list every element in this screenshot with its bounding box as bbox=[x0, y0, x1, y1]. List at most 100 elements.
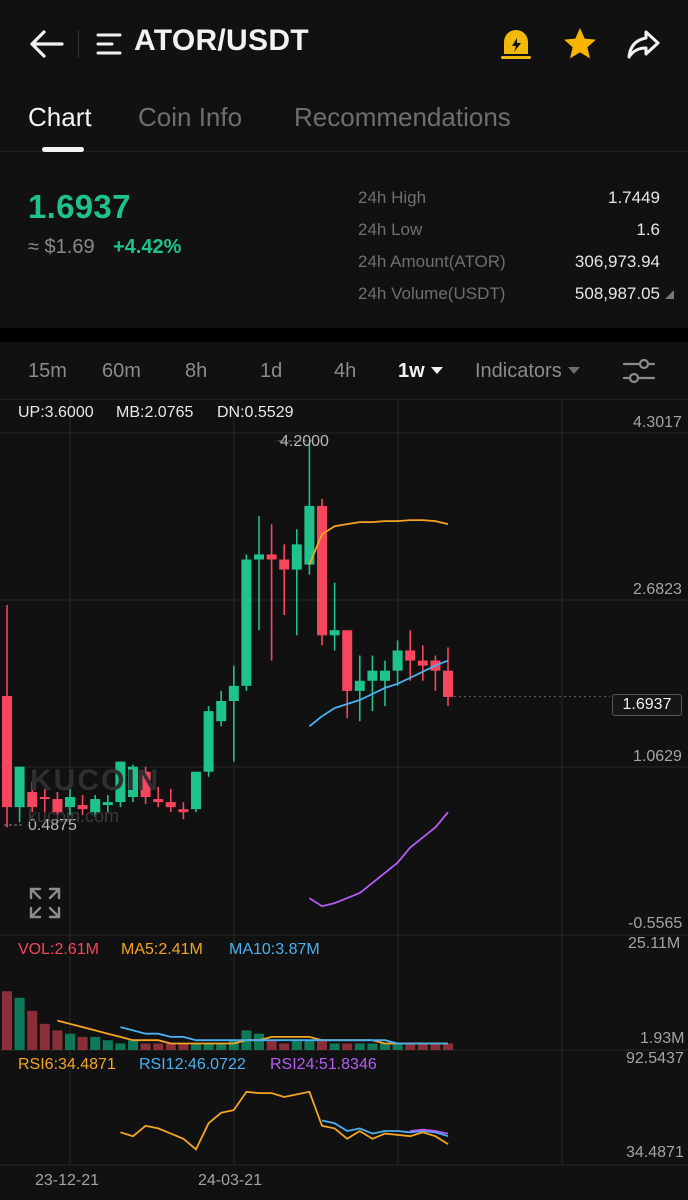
volume-bar bbox=[405, 1043, 416, 1050]
timeframe-8h[interactable]: 8h bbox=[185, 360, 208, 382]
timeframe-1d[interactable]: 1d bbox=[260, 360, 283, 382]
volume-bar bbox=[27, 1010, 38, 1050]
timeframe-60m[interactable]: 60m bbox=[102, 360, 141, 382]
chevron-down-icon bbox=[430, 367, 443, 374]
chevron-down-icon bbox=[567, 367, 580, 374]
indicators-dropdown[interactable]: Indicators bbox=[475, 360, 580, 383]
volume-bar bbox=[77, 1036, 88, 1050]
volume-bar bbox=[115, 1043, 126, 1050]
candle-body bbox=[153, 799, 164, 803]
vol-ma10-legend: MA10:3.87M bbox=[229, 941, 320, 958]
candle-body bbox=[380, 670, 390, 681]
volume-bar bbox=[65, 1033, 75, 1050]
back-arrow-icon[interactable] bbox=[26, 26, 66, 62]
price-change: +4.42% bbox=[113, 236, 182, 258]
rsi12-legend: RSI12:46.0722 bbox=[139, 1056, 246, 1073]
indicators-label: Indicators bbox=[475, 360, 562, 382]
rsi-axis-label: 34.4871 bbox=[626, 1144, 684, 1161]
volume-bar bbox=[2, 991, 12, 1050]
volume-bar bbox=[291, 1040, 302, 1050]
candle-body bbox=[254, 554, 264, 560]
volume-bar bbox=[140, 1043, 151, 1050]
alert-bell-icon[interactable] bbox=[496, 24, 536, 64]
header: ATOR/USDT bbox=[0, 0, 688, 88]
candle-body bbox=[77, 805, 88, 810]
candle-body bbox=[52, 799, 63, 813]
volume-bar bbox=[216, 1043, 227, 1050]
menu-list-icon[interactable] bbox=[96, 30, 124, 58]
vol-axis-label: 1.93M bbox=[640, 1030, 685, 1047]
last-price: 1.6937 bbox=[28, 188, 131, 225]
boll-dn-legend: DN:0.5529 bbox=[217, 404, 294, 421]
candle-body bbox=[27, 791, 38, 808]
candle-body bbox=[241, 559, 252, 686]
boll-upper-line bbox=[308, 519, 449, 565]
candle-body bbox=[39, 797, 50, 800]
volume-bar bbox=[417, 1043, 428, 1050]
volume-bar bbox=[443, 1043, 453, 1050]
candle-body bbox=[443, 670, 453, 697]
volume-bar bbox=[191, 1043, 201, 1050]
boll-mid-line bbox=[308, 659, 449, 728]
time-axis-label: 23-12-21 bbox=[35, 1172, 100, 1189]
candle-body bbox=[291, 544, 302, 570]
candle-body bbox=[140, 771, 151, 798]
volume-bar bbox=[317, 1040, 327, 1050]
stat-24h-low-value: 1.6 bbox=[636, 220, 660, 239]
volume-bar bbox=[367, 1043, 378, 1050]
candle-body bbox=[354, 680, 365, 691]
star-icon[interactable] bbox=[560, 24, 600, 64]
volume-bar bbox=[90, 1036, 101, 1050]
price-axis-label: 4.3017 bbox=[633, 414, 682, 431]
timeframe-bar: 15m 60m 8h 1d 4h 1w Indicators bbox=[0, 342, 688, 400]
tab-chart[interactable]: Chart bbox=[28, 102, 92, 132]
volume-bar bbox=[304, 1040, 315, 1050]
min-price-marker: 0.4875 bbox=[28, 817, 77, 834]
volume-bar bbox=[178, 1043, 189, 1050]
timeframe-15m[interactable]: 15m bbox=[28, 360, 67, 382]
price-axis-label: -0.5565 bbox=[628, 915, 683, 932]
kucoin-watermark-url: kucoin.com bbox=[28, 806, 120, 826]
rsi24-legend: RSI24:51.8346 bbox=[270, 1056, 377, 1073]
candle-body bbox=[178, 809, 189, 813]
boll-mb-legend: MB:2.0765 bbox=[116, 404, 194, 421]
stat-24h-amount-value: 306,973.94 bbox=[574, 252, 660, 271]
candle-body bbox=[14, 766, 25, 808]
tab-recommendations[interactable]: Recommendations bbox=[294, 102, 511, 132]
header-divider bbox=[78, 30, 79, 58]
candle-body bbox=[392, 650, 403, 671]
chart-settings-icon[interactable] bbox=[620, 356, 658, 386]
max-price-marker: 4.2000 bbox=[280, 433, 329, 450]
candle-body bbox=[279, 559, 290, 570]
expand-triangle-icon[interactable] bbox=[665, 290, 674, 299]
volume-bar bbox=[342, 1043, 353, 1050]
candle-body bbox=[115, 761, 126, 803]
fullscreen-expand-icon[interactable] bbox=[28, 886, 62, 920]
timeframe-4h[interactable]: 4h bbox=[334, 360, 357, 382]
tab-coin-info[interactable]: Coin Info bbox=[138, 102, 243, 132]
candlestick-chart[interactable] bbox=[0, 400, 688, 1200]
rsi6-line bbox=[120, 1090, 449, 1151]
candle-body bbox=[342, 630, 353, 691]
stat-24h-amount-label: 24h Amount(ATOR) bbox=[358, 252, 506, 271]
timeframe-1w[interactable]: 1w bbox=[398, 360, 443, 383]
volume-bar bbox=[203, 1043, 214, 1050]
candle-body bbox=[417, 660, 428, 666]
section-divider bbox=[0, 328, 688, 342]
vol-legend: VOL:2.61M bbox=[18, 941, 99, 958]
share-icon[interactable] bbox=[624, 24, 664, 64]
boll-lower-line bbox=[308, 811, 449, 908]
candle-body bbox=[203, 711, 214, 772]
usd-price: ≈ $1.69 bbox=[28, 236, 95, 258]
volume-bar bbox=[430, 1043, 441, 1050]
volume-bar bbox=[254, 1033, 264, 1050]
volume-bar bbox=[329, 1043, 340, 1050]
volume-bar bbox=[228, 1040, 239, 1050]
candle-body bbox=[128, 766, 138, 798]
rsi24-line bbox=[410, 1128, 449, 1135]
pair-title[interactable]: ATOR/USDT bbox=[134, 24, 309, 57]
candle-body bbox=[329, 630, 340, 636]
volume-bar bbox=[52, 1030, 63, 1050]
stat-24h-high-label: 24h High bbox=[358, 188, 427, 207]
volume-bar bbox=[14, 997, 25, 1050]
